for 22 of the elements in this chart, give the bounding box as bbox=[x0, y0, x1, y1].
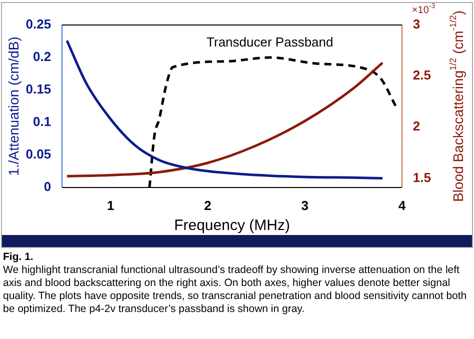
y-tick-label: 0.1 bbox=[33, 114, 52, 130]
y2-tick-label: 2.5 bbox=[412, 68, 432, 83]
line-series bbox=[66, 39, 384, 180]
x-tick-label: 1 bbox=[107, 198, 114, 213]
y-axis-title: 1./Attenuation (cm/dB) bbox=[5, 36, 22, 176]
y-tick-label: 0.2 bbox=[33, 49, 52, 64]
y2-tick-label: 2 bbox=[412, 118, 420, 134]
x-tick-label: 2 bbox=[204, 198, 212, 213]
series-label: Transducer Passband bbox=[206, 34, 334, 50]
y2-tick-label: 1.5 bbox=[412, 170, 432, 185]
y-tick-label: 0.15 bbox=[26, 82, 52, 97]
line-series bbox=[66, 62, 384, 178]
y2-axis-title: Blood Backscattering1/2 (cm-1/2) bbox=[448, 10, 466, 202]
x-tick-label: 4 bbox=[398, 198, 406, 213]
y-tick-label: 0.05 bbox=[26, 146, 52, 162]
y-tick-label: 0.25 bbox=[26, 16, 52, 32]
y-tick-label: 0 bbox=[44, 178, 52, 194]
y2-tick-label: 3 bbox=[412, 16, 420, 32]
caption: Fig. 1. bbox=[3, 251, 34, 264]
text: We highlight transcranial functional ultrasound’s tradeoff by showing inverse attenuation on the left axis and blood backscattering on the right axis. On both axes, higher values denote better signal quality. The plots have opposite trends, so transcranial penetration and blood sensitivity cannot both be optimized. The p4-2v transducer’s passband is shown in gray. bbox=[3, 264, 468, 316]
x-tick-label: 3 bbox=[301, 198, 308, 213]
x-axis-title: Frequency (MHz) bbox=[174, 217, 290, 234]
